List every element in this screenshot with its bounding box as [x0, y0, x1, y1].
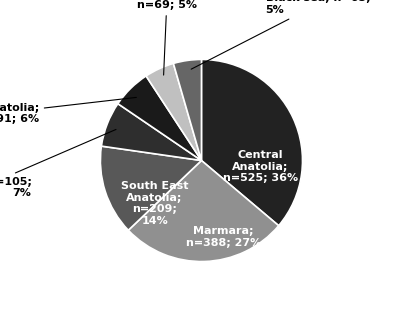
- Wedge shape: [118, 76, 201, 160]
- Wedge shape: [128, 160, 279, 262]
- Wedge shape: [146, 64, 201, 160]
- Text: Marmara;
n=388; 27%: Marmara; n=388; 27%: [186, 226, 261, 248]
- Wedge shape: [201, 59, 303, 226]
- Text: Aegean; n=105;
7%: Aegean; n=105; 7%: [0, 129, 116, 198]
- Text: Central
Anatolia;
n=525; 36%: Central Anatolia; n=525; 36%: [223, 150, 298, 183]
- Wedge shape: [102, 104, 201, 160]
- Text: Mediteranean;
n=69; 5%: Mediteranean; n=69; 5%: [121, 0, 213, 75]
- Text: Black sea; n=65;
5%: Black sea; n=65; 5%: [191, 0, 370, 69]
- Wedge shape: [100, 146, 201, 230]
- Text: South East
Anatolia;
n=209;
14%: South East Anatolia; n=209; 14%: [121, 181, 188, 226]
- Wedge shape: [173, 59, 201, 160]
- Text: East Anatolia;
n=91; 6%: East Anatolia; n=91; 6%: [0, 97, 136, 125]
